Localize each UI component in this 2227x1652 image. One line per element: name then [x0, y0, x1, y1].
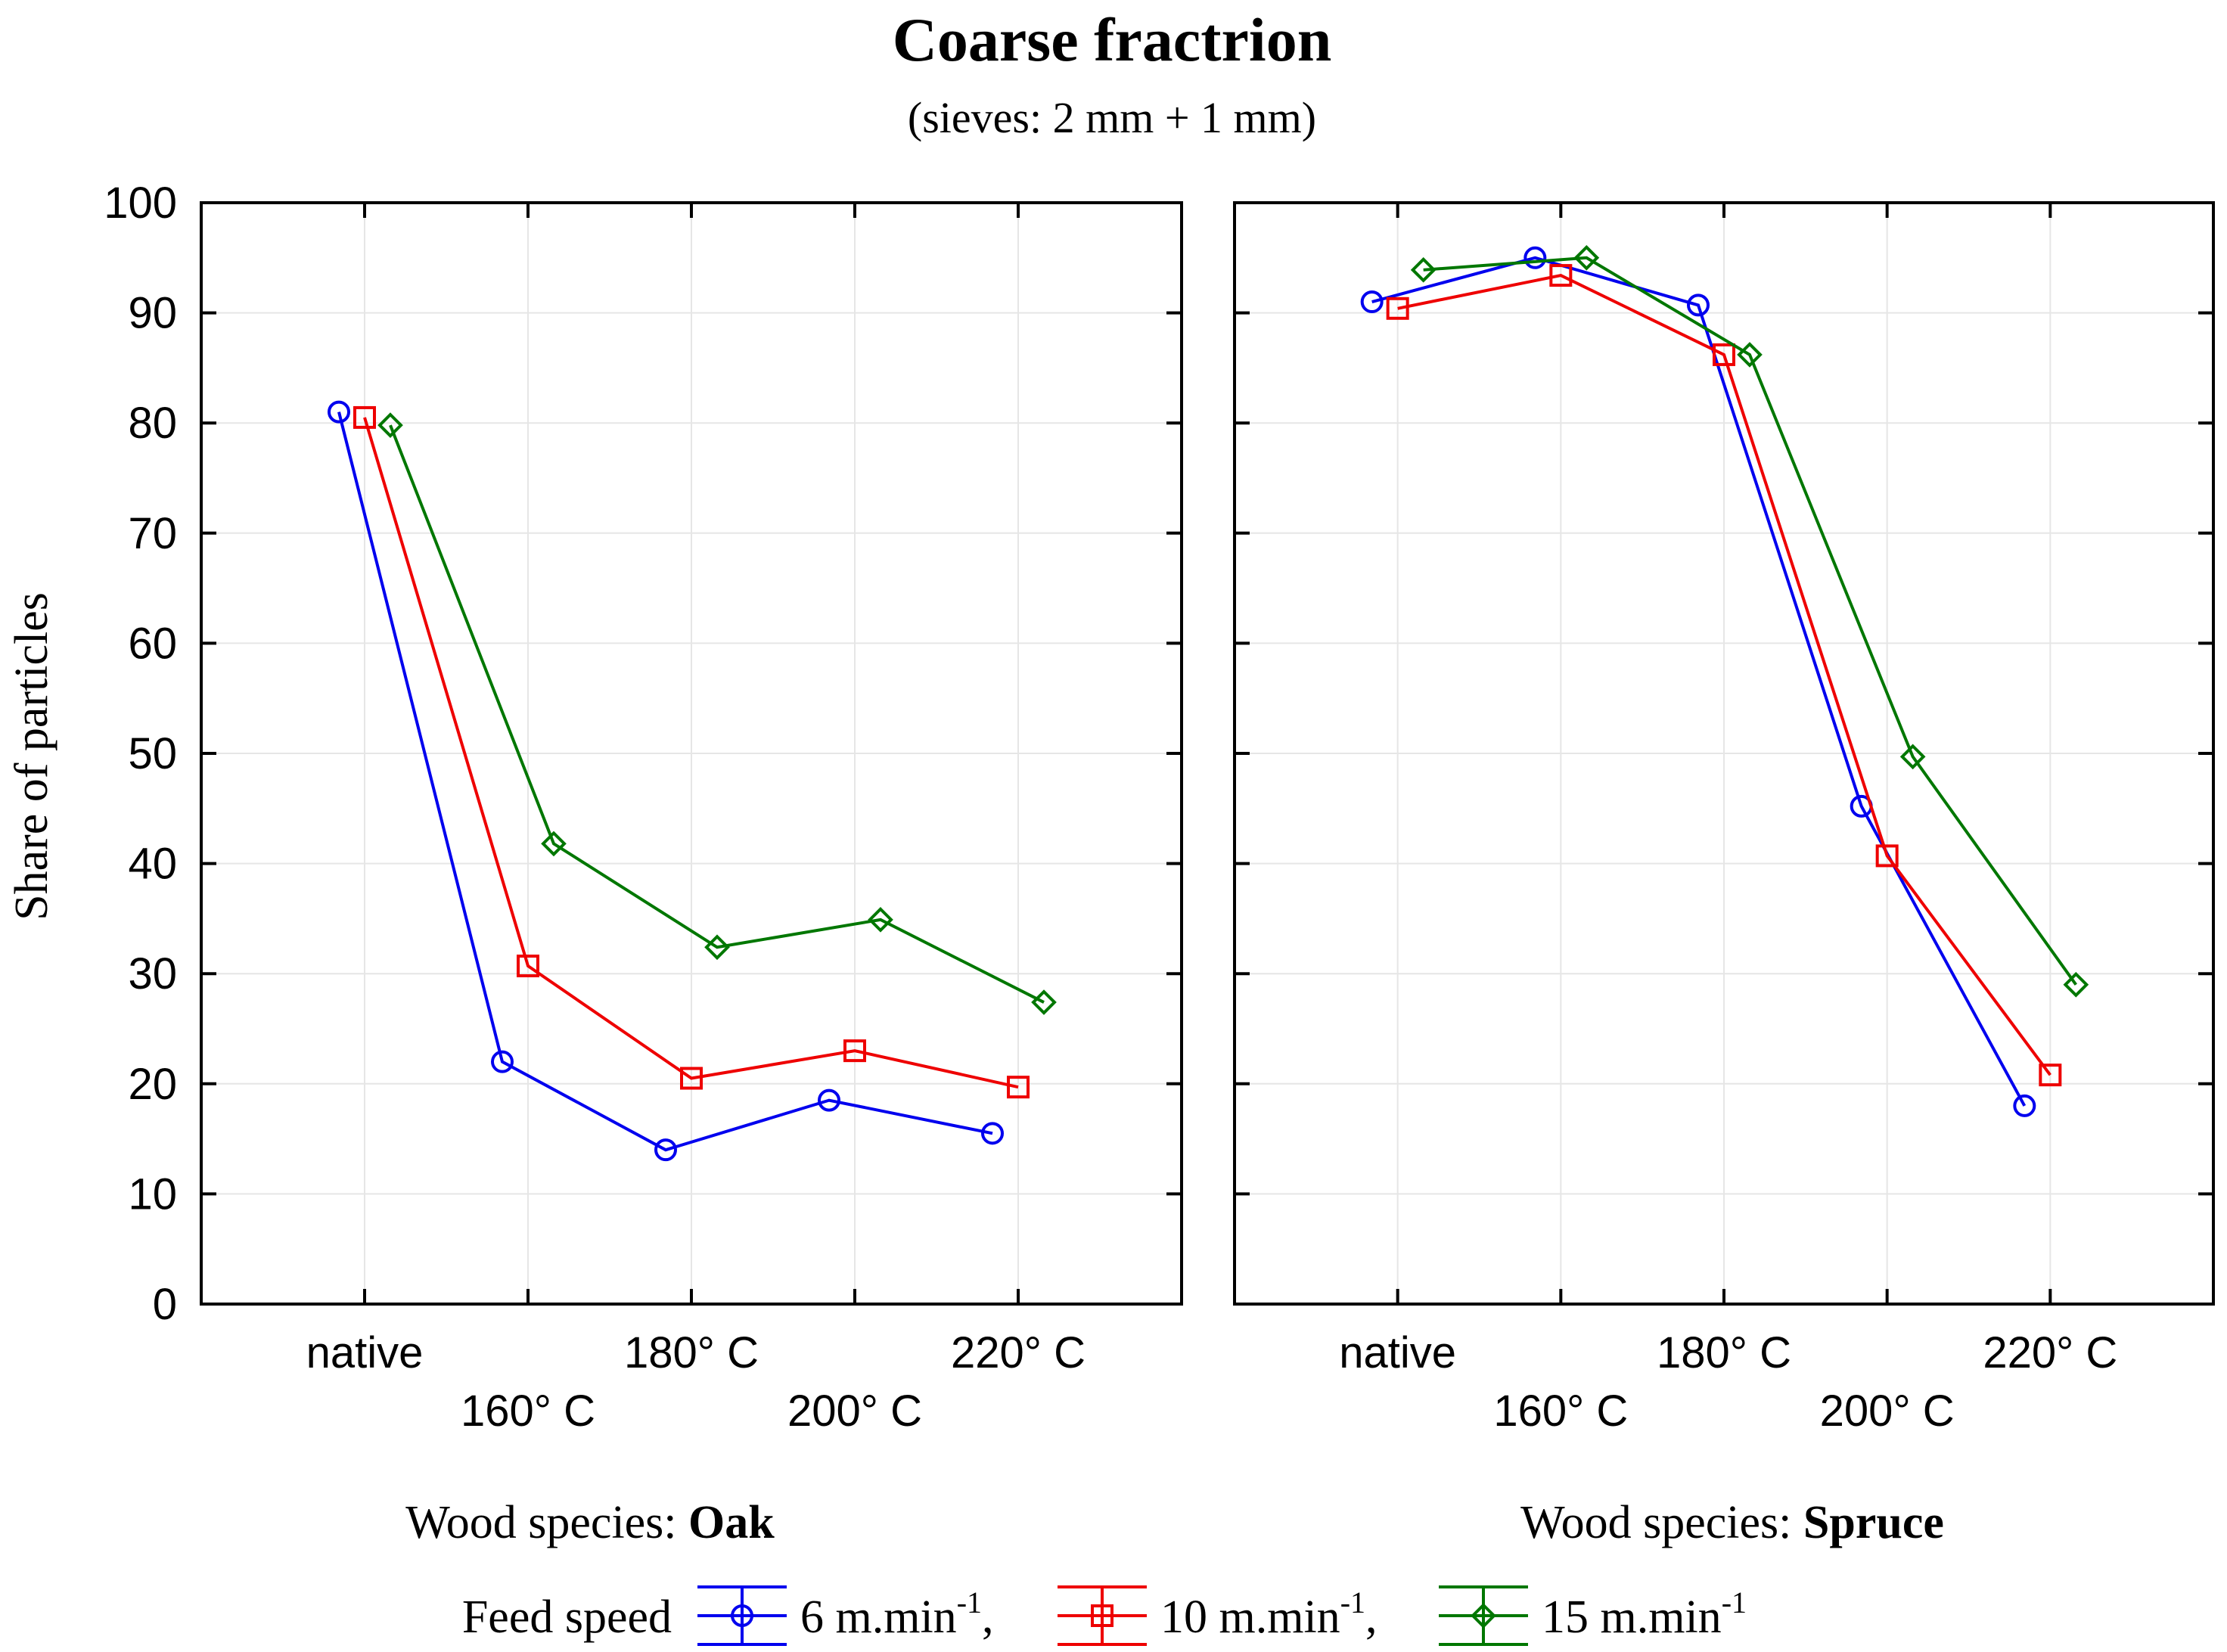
- legend-entry-suffix: ,: [1365, 1591, 1378, 1643]
- data-point-diamond: [1899, 744, 1926, 770]
- data-point-diamond: [541, 831, 567, 857]
- data-point-diamond: [377, 412, 403, 438]
- x-tick-label: 180° C: [1657, 1328, 1791, 1377]
- y-tick-label: 60: [128, 619, 177, 668]
- species-label-spruce: Wood species: Spruce: [1520, 1497, 1944, 1548]
- legend-key-marker: [731, 1604, 753, 1627]
- legend-entry-sup: -1: [1340, 1585, 1365, 1619]
- legend-entry-6: 6 m.min-1,: [800, 1585, 994, 1643]
- series-line: [1423, 256, 2077, 986]
- data-point-square: [1875, 844, 1899, 868]
- data-point-diamond: [1737, 342, 1763, 368]
- x-tick-label: 220° C: [951, 1328, 1086, 1377]
- data-point-diamond: [868, 907, 893, 933]
- y-tick-label: 90: [128, 289, 177, 338]
- data-point-circle: [818, 1088, 840, 1112]
- data-point-circle: [1687, 293, 1710, 317]
- data-point-square: [1386, 297, 1409, 320]
- legend-entry-sup: -1: [1722, 1585, 1747, 1619]
- data-point-square: [843, 1039, 866, 1063]
- chart-title: Coarse fractrion: [893, 5, 1332, 74]
- series-line: [363, 417, 1019, 1089]
- series-15-spruce: [1410, 244, 2089, 998]
- x-tick-label: 220° C: [1983, 1328, 2117, 1377]
- data-point-square: [1007, 1076, 1030, 1099]
- legend-entry-10: 10 m.min-1,: [1160, 1585, 1378, 1643]
- legend-entry-base: 10 m.min: [1160, 1591, 1340, 1643]
- series-line: [1371, 256, 2027, 1107]
- panel-spruce: native 160° C 180° C 200° C 220° C: [1233, 201, 2215, 1436]
- y-tick-label: 0: [153, 1280, 177, 1329]
- x-ticks: native 160° C 180° C 200° C 220° C: [306, 203, 1086, 1436]
- legend-entry-base: 15 m.min: [1542, 1591, 1722, 1643]
- legend-entry-15: 15 m.min-1: [1542, 1585, 1747, 1643]
- panel-oak: 0 10 20 30 40 50 60 70 80 90 100 native 160° C 180° C…: [104, 179, 1183, 1436]
- species-prefix: Wood species:: [1520, 1497, 1803, 1548]
- data-point-square: [1713, 343, 1735, 366]
- data-point-square: [2039, 1064, 2062, 1087]
- y-tick-label: 10: [128, 1169, 177, 1219]
- species-name: Spruce: [1803, 1497, 1944, 1548]
- species-prefix: Wood species:: [405, 1497, 688, 1548]
- y-tick-label: 100: [104, 179, 177, 228]
- legend-entry-sup: -1: [957, 1585, 982, 1619]
- legend-keys: [697, 1585, 1528, 1646]
- y-tick-label: 30: [128, 949, 177, 998]
- data-point-diamond: [1573, 244, 1600, 271]
- series-10-oak: [353, 405, 1030, 1099]
- series-6-spruce: [1360, 246, 2036, 1117]
- x-tick-label: native: [1339, 1328, 1456, 1377]
- y-tick-label: 40: [128, 840, 177, 889]
- legend: Feed speed 6 m.min-1, 10 m.min-1, 15 m.m…: [462, 1585, 1747, 1646]
- legend-entry-base: 6 m.min: [800, 1591, 957, 1643]
- species-name: Oak: [688, 1497, 775, 1548]
- data-point-diamond: [704, 934, 730, 961]
- species-label-oak: Wood species: Oak: [405, 1497, 775, 1548]
- x-tick-label: 200° C: [787, 1386, 922, 1436]
- data-point-square: [680, 1067, 703, 1090]
- x-ticks: native 160° C 180° C 200° C 220° C: [1339, 203, 2117, 1436]
- series-line: [1397, 274, 2052, 1076]
- series-15-oak: [377, 412, 1057, 1015]
- y-ticks: [1235, 201, 2213, 1306]
- series-6-oak: [328, 400, 1004, 1162]
- y-tick-label: 50: [128, 729, 177, 778]
- data-point-square: [353, 405, 376, 429]
- y-tick-label: 70: [128, 509, 177, 558]
- x-tick-label: 160° C: [461, 1386, 595, 1436]
- data-point-circle: [491, 1050, 514, 1073]
- data-point-diamond: [1031, 989, 1057, 1015]
- legend-key-marker: [1471, 1603, 1496, 1629]
- legend-label: Feed speed: [462, 1591, 672, 1643]
- x-tick-label: 180° C: [624, 1328, 759, 1377]
- x-tick-label: 200° C: [1820, 1386, 1955, 1436]
- data-point-diamond: [1410, 256, 1437, 283]
- y-tick-label: 20: [128, 1060, 177, 1109]
- series-10-spruce: [1386, 264, 2062, 1087]
- legend-key-15: [1439, 1585, 1528, 1646]
- x-tick-label: 160° C: [1493, 1386, 1628, 1436]
- y-ticks: 0 10 20 30 40 50 60 70 80 90 100: [104, 179, 1182, 1329]
- y-tick-label: 80: [128, 399, 177, 448]
- series-line: [389, 424, 1045, 1004]
- data-point-circle: [1360, 290, 1384, 314]
- data-point-circle: [2013, 1094, 2036, 1117]
- data-point-circle: [981, 1122, 1004, 1145]
- data-point-square: [517, 955, 539, 978]
- legend-key-10: [1058, 1585, 1147, 1646]
- series-line: [337, 411, 993, 1152]
- data-point-circle: [1523, 246, 1547, 269]
- legend-entry-suffix: ,: [982, 1591, 994, 1643]
- y-axis-label: Share of particles: [6, 592, 57, 921]
- x-tick-label: native: [306, 1328, 424, 1377]
- data-point-circle: [654, 1138, 677, 1162]
- data-point-square: [1549, 264, 1573, 287]
- chart-subtitle: (sieves: 2 mm + 1 mm): [908, 93, 1316, 142]
- data-point-diamond: [2063, 971, 2089, 998]
- legend-key-6: [697, 1585, 787, 1646]
- legend-key-marker: [1091, 1604, 1114, 1627]
- data-point-circle: [328, 400, 350, 424]
